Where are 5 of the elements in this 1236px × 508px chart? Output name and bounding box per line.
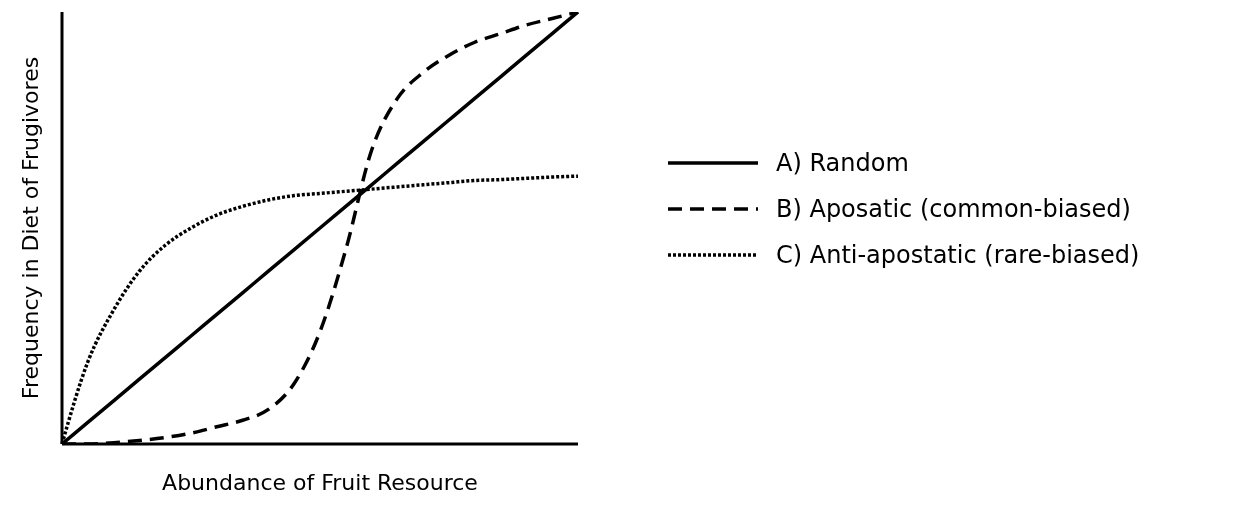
x-axis-title: Abundance of Fruit Resource — [162, 470, 478, 495]
y-axis-title: Frequency in Diet of Frugivores — [17, 56, 43, 400]
legend-label: A) Random — [776, 149, 909, 177]
legend-label: C) Anti-apostatic (rare-biased) — [776, 241, 1140, 269]
legend-label: B) Aposatic (common-biased) — [776, 195, 1131, 223]
